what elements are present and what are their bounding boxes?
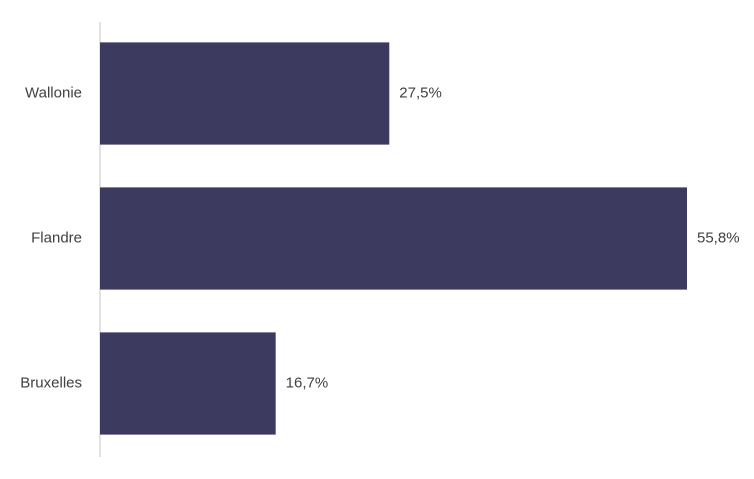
y-tick-label: Bruxelles [20,374,82,391]
bar [100,187,687,290]
data-label: 55,8% [697,229,740,246]
bar [100,332,276,435]
bar [100,42,390,145]
y-tick-label: Wallonie [25,84,82,101]
data-label: 16,7% [286,374,329,391]
data-label: 27,5% [399,84,442,101]
y-tick-label: Flandre [31,229,82,246]
